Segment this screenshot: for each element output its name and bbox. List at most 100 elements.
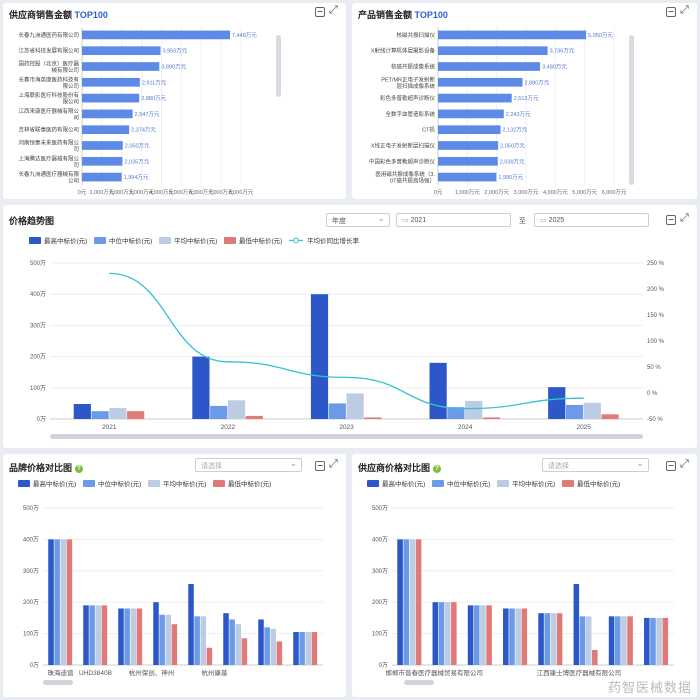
data-label: 2,039万元: [500, 158, 525, 165]
y-tick-label: 0万: [37, 416, 46, 423]
category-label: 长春市海英康医药科技有: [18, 75, 79, 83]
bar: [48, 539, 54, 665]
bar: [521, 608, 528, 665]
data-label: 2,035万元: [124, 158, 149, 165]
vertical-scrollbar[interactable]: [276, 35, 281, 97]
data-label: 2,374万元: [131, 127, 156, 134]
x-tick-label: 0元: [78, 189, 87, 196]
bar: [503, 608, 509, 665]
data-label: 2,243万元: [506, 111, 531, 118]
bar: [188, 583, 194, 665]
bar: [82, 156, 123, 166]
bar: [429, 362, 447, 419]
help-icon[interactable]: ?: [433, 465, 442, 473]
save-image-icon[interactable]: [666, 461, 676, 471]
date-to-input[interactable]: ▭ 2025: [534, 213, 649, 227]
category-label: 国药控股（北京）医疗器: [18, 60, 79, 68]
bar: [82, 30, 231, 40]
bar: [241, 638, 248, 665]
expand-icon[interactable]: [680, 4, 691, 17]
bar: [438, 602, 445, 665]
bar: [409, 539, 416, 665]
y2-tick-label: 50 %: [647, 365, 661, 371]
bar: [538, 613, 544, 665]
supplier-select[interactable]: 请选择: [542, 458, 649, 472]
bar: [95, 605, 102, 665]
save-image-icon[interactable]: [666, 7, 676, 17]
x-tick-label: 2,000万元: [484, 189, 509, 196]
bar: [650, 617, 656, 665]
expand-icon[interactable]: [680, 212, 691, 225]
bar: [127, 411, 145, 419]
legend-label: 最高中标价(元): [44, 236, 87, 245]
brand-select[interactable]: 请选择: [195, 458, 302, 472]
data-label: 3,480万元: [542, 64, 567, 71]
legend-marker: [293, 237, 299, 244]
legend-label: 最低中标价(元): [239, 236, 282, 245]
legend-label: 平均中标价(元): [512, 479, 555, 488]
bar: [438, 93, 512, 103]
bar: [480, 605, 486, 665]
bar: [583, 402, 601, 419]
help-icon[interactable]: ?: [75, 465, 84, 473]
x-tick-label: 2,000万元: [109, 189, 134, 196]
category-label: 核磁共振扫描仪: [396, 31, 435, 39]
bar: [608, 616, 615, 665]
bar: [438, 46, 548, 56]
horizontal-scrollbar[interactable]: [43, 680, 73, 685]
horizontal-scrollbar[interactable]: [404, 680, 434, 685]
category-label: 限公司: [62, 98, 79, 106]
date-from-input[interactable]: ▭ 2021: [396, 213, 511, 227]
category-label: 彩色多普勒超声诊断仪: [380, 94, 436, 102]
bar: [109, 408, 127, 419]
data-label: 2,050万元: [500, 143, 525, 150]
x-tick-label: 1,000万元: [455, 189, 480, 196]
data-label: 7,448万元: [232, 32, 257, 39]
bar: [258, 619, 264, 665]
bar: [245, 415, 263, 419]
data-label: 3,890万元: [161, 64, 186, 71]
y2-tick-label: 150 %: [647, 313, 665, 319]
bar: [153, 602, 159, 665]
panel-title: 价格趋势图: [9, 216, 55, 226]
bar: [130, 608, 137, 665]
x-tick-label: 6,000万元: [602, 189, 627, 196]
x-tick-label: 2021: [102, 424, 117, 431]
expand-icon[interactable]: [680, 458, 691, 471]
bar: [89, 605, 95, 665]
x-tick-label: 2022: [221, 424, 236, 431]
product-sales-panel: 产品销售金额 TOP100 0元 1,000万元 2,000万元 3,000万元 4,0…: [352, 3, 697, 199]
bar: [91, 411, 109, 419]
bar: [165, 614, 172, 665]
bar: [438, 125, 501, 135]
period-select[interactable]: 年度: [326, 213, 390, 227]
x-tick-label: 4,000万元: [149, 189, 174, 196]
x-tick-label: 珠海迪谱: [48, 668, 75, 677]
vertical-scrollbar[interactable]: [629, 35, 634, 185]
x-tick-label: 7,000万元: [209, 189, 234, 196]
category-label: 中国彩色多普勒超声诊断仪: [369, 157, 436, 165]
legend-swatch: [367, 480, 379, 487]
bar: [627, 616, 633, 665]
expand-icon[interactable]: [329, 4, 340, 17]
x-tick-label: 4,000万元: [543, 189, 568, 196]
y2-tick-label: -50 %: [647, 417, 663, 423]
supplier-sales-panel: 供应商销售金额 TOP100 0元1,000万元2,000万元3,000万元4,…: [3, 3, 346, 199]
bar: [601, 414, 619, 419]
x-tick-label: 3,000万元: [129, 189, 154, 196]
category-label: 上海联影医疗科技股份有: [18, 91, 79, 99]
bar: [200, 616, 207, 665]
expand-icon[interactable]: [329, 458, 340, 471]
save-image-icon[interactable]: [666, 215, 676, 225]
save-image-icon[interactable]: [315, 7, 325, 17]
category-label: PET/MR正电子发射断: [381, 75, 435, 83]
data-label: 2,132万元: [503, 127, 528, 134]
category-label: 公司: [68, 178, 79, 185]
bar: [227, 400, 246, 419]
x-tick-label: 杭州保创、神州: [129, 668, 175, 677]
bar: [550, 613, 557, 665]
save-image-icon[interactable]: [315, 461, 325, 471]
horizontal-scrollbar[interactable]: [50, 434, 643, 439]
category-label: 长春九洲通医疗器械有限: [18, 170, 79, 178]
bar: [579, 616, 586, 665]
